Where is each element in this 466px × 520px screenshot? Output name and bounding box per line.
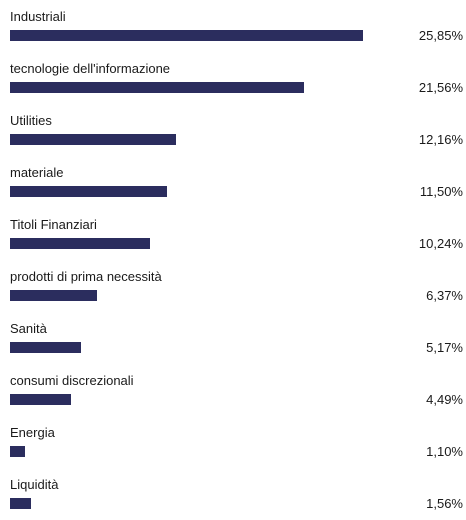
bar — [10, 186, 167, 197]
bar — [10, 238, 150, 249]
bar — [10, 394, 71, 405]
category-label: consumi discrezionali — [10, 373, 134, 388]
category-label: Industriali — [10, 9, 66, 24]
category-label: Energia — [10, 425, 55, 440]
category-label: Liquidità — [10, 477, 59, 492]
value-label: 12,16% — [418, 132, 463, 147]
bar-row: Liquidità 1,56% — [0, 468, 466, 520]
bar-row: Industriali 25,85% — [0, 0, 466, 52]
category-label: Titoli Finanziari — [10, 217, 97, 232]
bar-row: Titoli Finanziari 10,24% — [0, 208, 466, 260]
value-label: 1,10% — [426, 444, 463, 459]
value-label: 4,49% — [426, 392, 463, 407]
bar-row: Sanità 5,17% — [0, 312, 466, 364]
value-label: 1,56% — [426, 496, 463, 511]
bar-row: consumi discrezionali 4,49% — [0, 364, 466, 416]
value-label: 5,17% — [426, 340, 463, 355]
category-label: materiale — [10, 165, 64, 180]
bar-row: Utilities 12,16% — [0, 104, 466, 156]
bar — [10, 134, 176, 145]
bar — [10, 446, 25, 457]
bar-row: tecnologie dell'informazione 21,56% — [0, 52, 466, 104]
value-label: 21,56% — [418, 80, 463, 95]
bar — [10, 498, 31, 509]
category-label: Sanità — [10, 321, 47, 336]
category-label: prodotti di prima necessità — [10, 269, 162, 284]
bar-row: prodotti di prima necessità 6,37% — [0, 260, 466, 312]
value-label: 6,37% — [426, 288, 463, 303]
category-label: Utilities — [10, 113, 52, 128]
bar — [10, 82, 304, 93]
bar — [10, 342, 81, 353]
value-label: 11,50% — [419, 184, 463, 199]
bar-row: materiale 11,50% — [0, 156, 466, 208]
value-label: 10,24% — [418, 236, 463, 251]
bar — [10, 290, 97, 301]
value-label: 25,85% — [418, 28, 463, 43]
bar — [10, 30, 363, 41]
category-label: tecnologie dell'informazione — [10, 61, 171, 76]
bar-row: Energia 1,10% — [0, 416, 466, 468]
